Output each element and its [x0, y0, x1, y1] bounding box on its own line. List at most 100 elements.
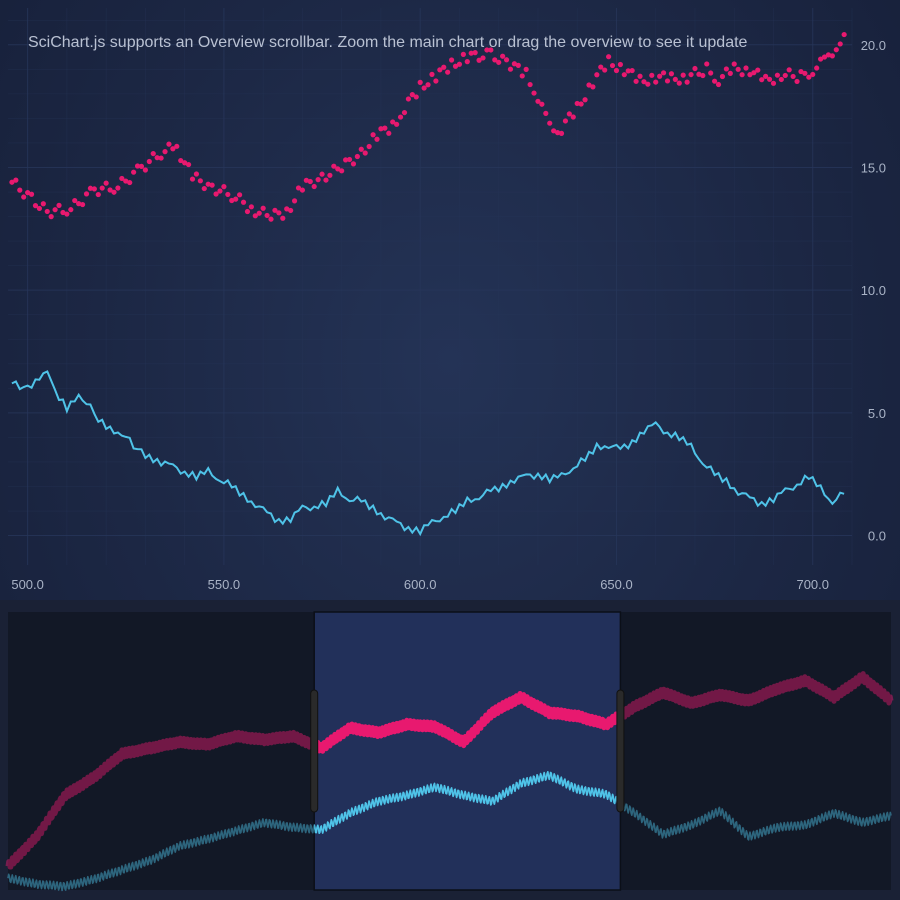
main-chart[interactable]: 500.0 550.0 600.0 650.0 700.0 0.0 5.0 10.0 15.0 2… [0, 0, 900, 600]
scatter-point [354, 153, 360, 160]
scatter-point [185, 161, 192, 168]
scatter-point [821, 54, 828, 60]
scatter-point [778, 76, 784, 83]
scatter-point [319, 171, 325, 177]
scatter-point [657, 73, 663, 79]
scatter-point [664, 78, 671, 84]
grid-lines [8, 8, 853, 565]
scatter-point [688, 71, 694, 78]
scatter-point [633, 78, 639, 84]
scatter-point [763, 73, 769, 79]
scatter-point [72, 197, 78, 204]
scatter-point [264, 212, 270, 219]
scatter-point [708, 70, 714, 76]
scatter-point [841, 31, 847, 38]
overview-right-grip[interactable] [616, 689, 625, 813]
scatter-point [794, 78, 800, 85]
scatter-point [590, 84, 596, 90]
scatter-point [551, 128, 557, 134]
scatter-point [817, 56, 824, 62]
scatter-point [719, 73, 726, 80]
scatter-point [629, 67, 635, 74]
scatter-point [594, 72, 600, 78]
scatter-point [244, 208, 251, 215]
scatter-point [123, 178, 129, 184]
scatter-point [87, 185, 94, 191]
scatter-point [166, 141, 172, 147]
scatter-point [558, 130, 565, 136]
scatter-point [766, 76, 773, 82]
scatter-point [523, 66, 529, 72]
overview-panel[interactable] [0, 600, 900, 900]
line-series [11, 370, 845, 537]
scatter-point [464, 59, 470, 65]
scatter-point [743, 65, 749, 71]
scatter-point [276, 210, 282, 216]
scatter-point [617, 61, 623, 68]
scatter-point [672, 76, 678, 83]
scatter-point [543, 110, 549, 116]
scatter-point [413, 94, 419, 100]
scatter-point [79, 201, 86, 208]
scatter-point [531, 90, 537, 96]
scatter-point [456, 61, 463, 67]
scatter-point [409, 92, 415, 98]
scatter-point [755, 67, 761, 73]
scatter-point [150, 150, 156, 157]
scatter-point [339, 168, 345, 174]
scatter-point [539, 101, 545, 107]
scatter-point [704, 61, 710, 67]
scatter-point [496, 59, 502, 65]
scatter-point [240, 199, 247, 205]
scatter-point [197, 178, 203, 184]
y-tick-label: 10.0 [861, 283, 886, 298]
scatter-point [386, 130, 392, 136]
scatter-point [586, 82, 592, 88]
scatter-point [547, 120, 553, 126]
scatter-point [25, 190, 31, 196]
scatter-point [327, 172, 333, 178]
scatter-point [335, 166, 341, 172]
scatter-point [429, 71, 435, 77]
scatter-point [52, 207, 58, 213]
scatter-point [370, 132, 376, 138]
scatter-point [562, 118, 569, 124]
scatter-point [606, 54, 612, 60]
scatter-point [814, 65, 820, 71]
scatter-point [625, 68, 631, 74]
y-tick-label: 0.0 [868, 529, 886, 544]
scatter-point [566, 111, 572, 117]
scatter-point [134, 163, 141, 169]
scatter-point [60, 209, 66, 216]
scatter-point [837, 41, 843, 47]
scatter-point [158, 155, 164, 161]
scatter-point [315, 177, 321, 183]
scatter-point [288, 207, 294, 214]
scatter-point [213, 191, 219, 197]
scatter-point [829, 53, 835, 59]
overview-chart[interactable] [0, 600, 900, 900]
scatter-point [535, 98, 541, 104]
scatter-point [256, 210, 262, 216]
scatter-point [248, 204, 254, 210]
scatter-point [91, 186, 97, 192]
scatter-point [613, 67, 620, 74]
scatter-point [162, 149, 168, 155]
scatter-point [111, 189, 117, 195]
scatter-point [307, 178, 313, 185]
scatter-point [433, 78, 439, 84]
scatter-point [36, 205, 43, 212]
scatter-point [425, 82, 431, 88]
overview-left-grip[interactable] [310, 689, 319, 813]
scatter-point [527, 81, 533, 88]
scatter-point [735, 66, 741, 72]
scatter-point [68, 207, 74, 213]
scatter-point [712, 78, 718, 84]
scatter-point [680, 72, 686, 78]
scatter-point [32, 203, 39, 209]
scatter-point [103, 180, 109, 186]
scatter-point [48, 214, 54, 220]
scatter-point [237, 192, 243, 198]
scatter-point [810, 71, 816, 78]
